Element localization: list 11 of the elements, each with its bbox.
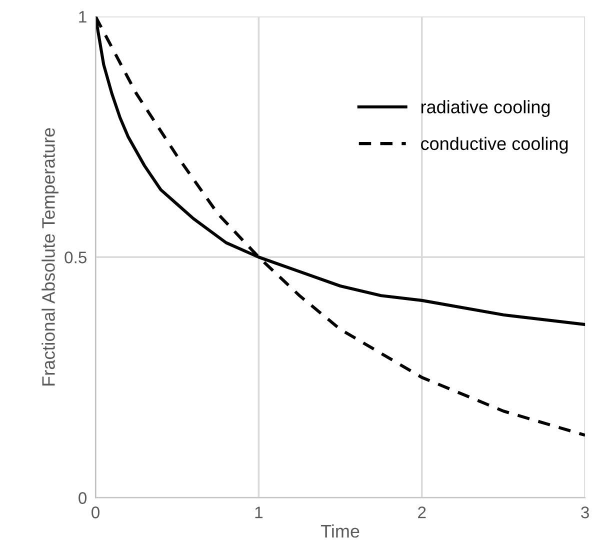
x-tick-label: 2 bbox=[418, 506, 426, 518]
legend-label: conductive cooling bbox=[421, 136, 568, 154]
legend-label: radiative cooling bbox=[421, 100, 550, 117]
x-tick-label: 0 bbox=[92, 506, 100, 518]
y-tick-label: 0.5 bbox=[64, 252, 86, 264]
y-tick-label: 0 bbox=[78, 492, 87, 504]
x-tick-label: 1 bbox=[255, 506, 263, 518]
y-tick-label: 1 bbox=[79, 11, 86, 23]
x-axis-title: Time bbox=[320, 524, 360, 538]
x-tick-label: 3 bbox=[581, 506, 589, 518]
y-axis-title: Fractional Absolute Temperature bbox=[42, 128, 58, 386]
